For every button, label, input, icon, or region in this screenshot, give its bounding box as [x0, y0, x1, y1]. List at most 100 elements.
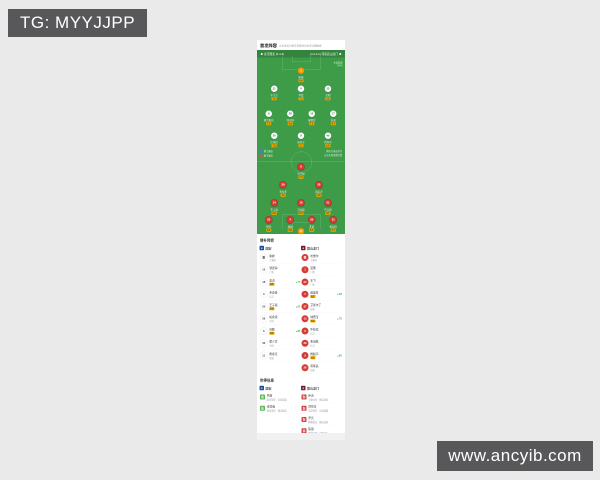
- pitch-player[interactable]: 9 张玉宁 7.1: [291, 132, 311, 148]
- player-name: 王上源: [270, 208, 278, 211]
- pitch-player[interactable]: 8 奥古斯托 7.5: [259, 110, 279, 126]
- player-jersey-icon[interactable]: 4: [286, 216, 294, 224]
- player-rating-badge: 7.1: [298, 144, 304, 148]
- player-number-avatar: 5: [301, 327, 309, 335]
- pitch-player[interactable]: 20 罗歆 6.4: [302, 216, 322, 232]
- substitute-rating-badge: 6.7: [310, 295, 316, 298]
- substitute-role: 后卫: [269, 295, 274, 298]
- substitute-row[interactable]: 3 金泰延 后卫: [259, 288, 301, 301]
- player-jersey-icon[interactable]: 10: [308, 110, 315, 117]
- substitute-name: 杨超声: [310, 352, 319, 356]
- sub-off-icon: [260, 154, 263, 157]
- pitch-player[interactable]: 21 于大宝 7.0: [264, 85, 284, 101]
- sub-on-minute: ▲75': [295, 280, 301, 284]
- substitute-rating-badge: 6.2: [310, 356, 316, 360]
- player-name: 于大宝: [270, 93, 278, 97]
- pitch-player[interactable]: 4 顾操 6.8: [281, 216, 301, 232]
- player-jersey-icon[interactable]: 21: [324, 199, 332, 207]
- substitute-name: 曹永竞: [269, 352, 278, 356]
- substitute-row[interactable]: 6 吕鹏 6.3 ▲80': [259, 325, 301, 338]
- pitch-player[interactable]: 25 柯钊 6.6: [259, 216, 279, 232]
- pitch-player[interactable]: 23 王刚 6.8: [318, 85, 338, 101]
- substitute-row[interactable]: 22 王飞 门将: [301, 276, 343, 289]
- substitute-row[interactable]: 37 艾菲尔丁 前锋: [301, 301, 343, 313]
- substitute-row[interactable]: 33 梁少文 中场: [259, 337, 301, 350]
- pitch-player[interactable]: 1 侯森 6.9: [291, 67, 311, 83]
- player-jersey-icon[interactable]: 40: [324, 132, 332, 139]
- pitch-player[interactable]: 21 马兴煜 6.7: [318, 199, 338, 215]
- pitch-player[interactable]: 26 周定洋 6.8: [309, 181, 329, 197]
- substitute-row[interactable]: 25 王子铭 6.8 ▲62': [259, 301, 301, 313]
- player-name: 王刚: [325, 93, 331, 97]
- player-jersey-icon[interactable]: 29: [279, 181, 287, 189]
- player-name: 朴成: [330, 118, 336, 122]
- pitch-player[interactable]: 28 池忠国 6.9: [281, 110, 301, 126]
- substitute-row[interactable]: 39 朱旭航 后卫: [301, 337, 343, 350]
- pitch-player[interactable]: 14 王上源 6.9: [264, 199, 284, 215]
- player-jersey-icon[interactable]: 20: [308, 216, 316, 224]
- player-jersey-icon[interactable]: 14: [270, 199, 278, 207]
- pitch-player[interactable]: 9 卡兰加 7.4: [291, 163, 311, 179]
- substitute-row[interactable]: 18 姜涛 6.5 ▲75': [259, 276, 301, 289]
- pitch-player[interactable]: 4 李磊 7.2: [291, 85, 311, 101]
- substitute-row[interactable]: 11 曹永竞 前锋: [259, 350, 301, 362]
- pitch-player[interactable]: 31 杨国元 6.7: [324, 216, 344, 232]
- player-jersey-icon[interactable]: 9: [297, 163, 305, 171]
- pitch-player[interactable]: 17 王国明 7.2: [291, 228, 311, 234]
- player-name: 奥古斯托: [263, 118, 274, 122]
- injured-player-name: 罗竞: [308, 416, 314, 420]
- home-defender-row: 21 于大宝 7.0 4 李磊 7.2 23 王刚: [257, 85, 345, 101]
- pitch-player[interactable]: 17 朴成 6.7: [324, 110, 344, 126]
- player-number-avatar: 教: [301, 254, 309, 261]
- player-rating-badge: 6.9: [298, 79, 304, 83]
- player-jersey-icon[interactable]: 23: [324, 85, 332, 92]
- player-name: 柯钊: [266, 225, 272, 228]
- substitute-row[interactable]: 5 牛梓屹 后卫: [301, 325, 343, 338]
- substitute-row[interactable]: 12 邹德海 门将: [259, 264, 301, 276]
- substitute-name: 吕鹏: [269, 328, 275, 331]
- player-jersey-icon[interactable]: 4: [297, 85, 305, 92]
- player-jersey-icon[interactable]: 31: [329, 216, 337, 224]
- home-substitutes-list: 教 谢峰 主教练: [259, 252, 301, 362]
- substitute-role: 中场: [269, 344, 274, 347]
- pitch-player[interactable]: 20 比埃拉 7.8: [264, 132, 284, 148]
- pitch-player[interactable]: 40 巴坎布 6.6: [318, 132, 338, 148]
- player-jersey-icon[interactable]: 21: [270, 85, 278, 92]
- away-goalkeeper-row: 17 王国明 7.2: [257, 228, 345, 234]
- substitute-rating-badge: 6.5: [269, 282, 275, 286]
- substitute-row[interactable]: 2 杨超声 6.2 ▲85': [301, 350, 343, 362]
- substitute-row[interactable]: 1 吴龑 门将: [301, 264, 343, 276]
- player-rating-badge: 7.5: [266, 122, 272, 126]
- player-jersey-icon[interactable]: 17: [297, 228, 305, 234]
- sub-on-minute: ▲80': [295, 329, 301, 333]
- substitute-row[interactable]: 教 谢峰 主教练: [259, 252, 301, 264]
- player-jersey-icon[interactable]: 8: [265, 110, 272, 117]
- pitch-legend: 换上球员 换下球员 黄色为球员评分 点击头像查看详情: [257, 149, 345, 159]
- player-jersey-icon[interactable]: 25: [265, 216, 273, 224]
- injury-row: 伤 舒尼奇 背部受伤 · 出战成疑: [301, 403, 343, 414]
- pitch-player[interactable]: 16 冯卓毅 6.5: [291, 199, 311, 215]
- substitute-row[interactable]: 7 迪奥普 6.7 ▲58': [301, 288, 343, 301]
- player-jersey-icon[interactable]: 20: [270, 132, 278, 139]
- injury-detail: 脚踝受伤 · 确定缺席: [308, 420, 329, 424]
- substitute-rating-badge: 6.8: [269, 307, 275, 311]
- player-jersey-icon[interactable]: 1: [297, 67, 305, 74]
- player-jersey-icon[interactable]: 9: [297, 132, 305, 139]
- pitch-player[interactable]: 10 张稀哲 7.3: [302, 110, 322, 126]
- substitute-row[interactable]: 36 黄紫昌 前锋: [301, 362, 343, 374]
- substitute-row[interactable]: 13 钟晋宝 6.4 ▲70': [301, 313, 343, 325]
- player-name: 比埃拉: [270, 140, 278, 144]
- player-jersey-icon[interactable]: 17: [330, 110, 337, 117]
- substitute-row[interactable]: 26 侯永永 中场: [259, 313, 301, 325]
- player-jersey-icon[interactable]: 16: [297, 199, 305, 207]
- player-jersey-icon[interactable]: 26: [315, 181, 323, 189]
- home-team-logo-icon: ★: [259, 245, 264, 251]
- substitute-row[interactable]: 教 哈维尔 主教练: [301, 252, 343, 264]
- player-number-avatar: 13: [301, 315, 309, 323]
- away-team-logo-icon: ★: [301, 385, 306, 391]
- away-defender-row: 25 柯钊 6.6 4 顾操 6.8 20 罗歆: [257, 216, 345, 232]
- player-jersey-icon[interactable]: 28: [287, 110, 294, 117]
- home-injuries-list: 伤 巴顿 肌肉受伤 · 出战成疑 伤 金玟哉: [259, 392, 301, 414]
- pitch-player[interactable]: 29 多拉多 7.0: [273, 181, 293, 197]
- home-team-name: 国安: [265, 386, 272, 390]
